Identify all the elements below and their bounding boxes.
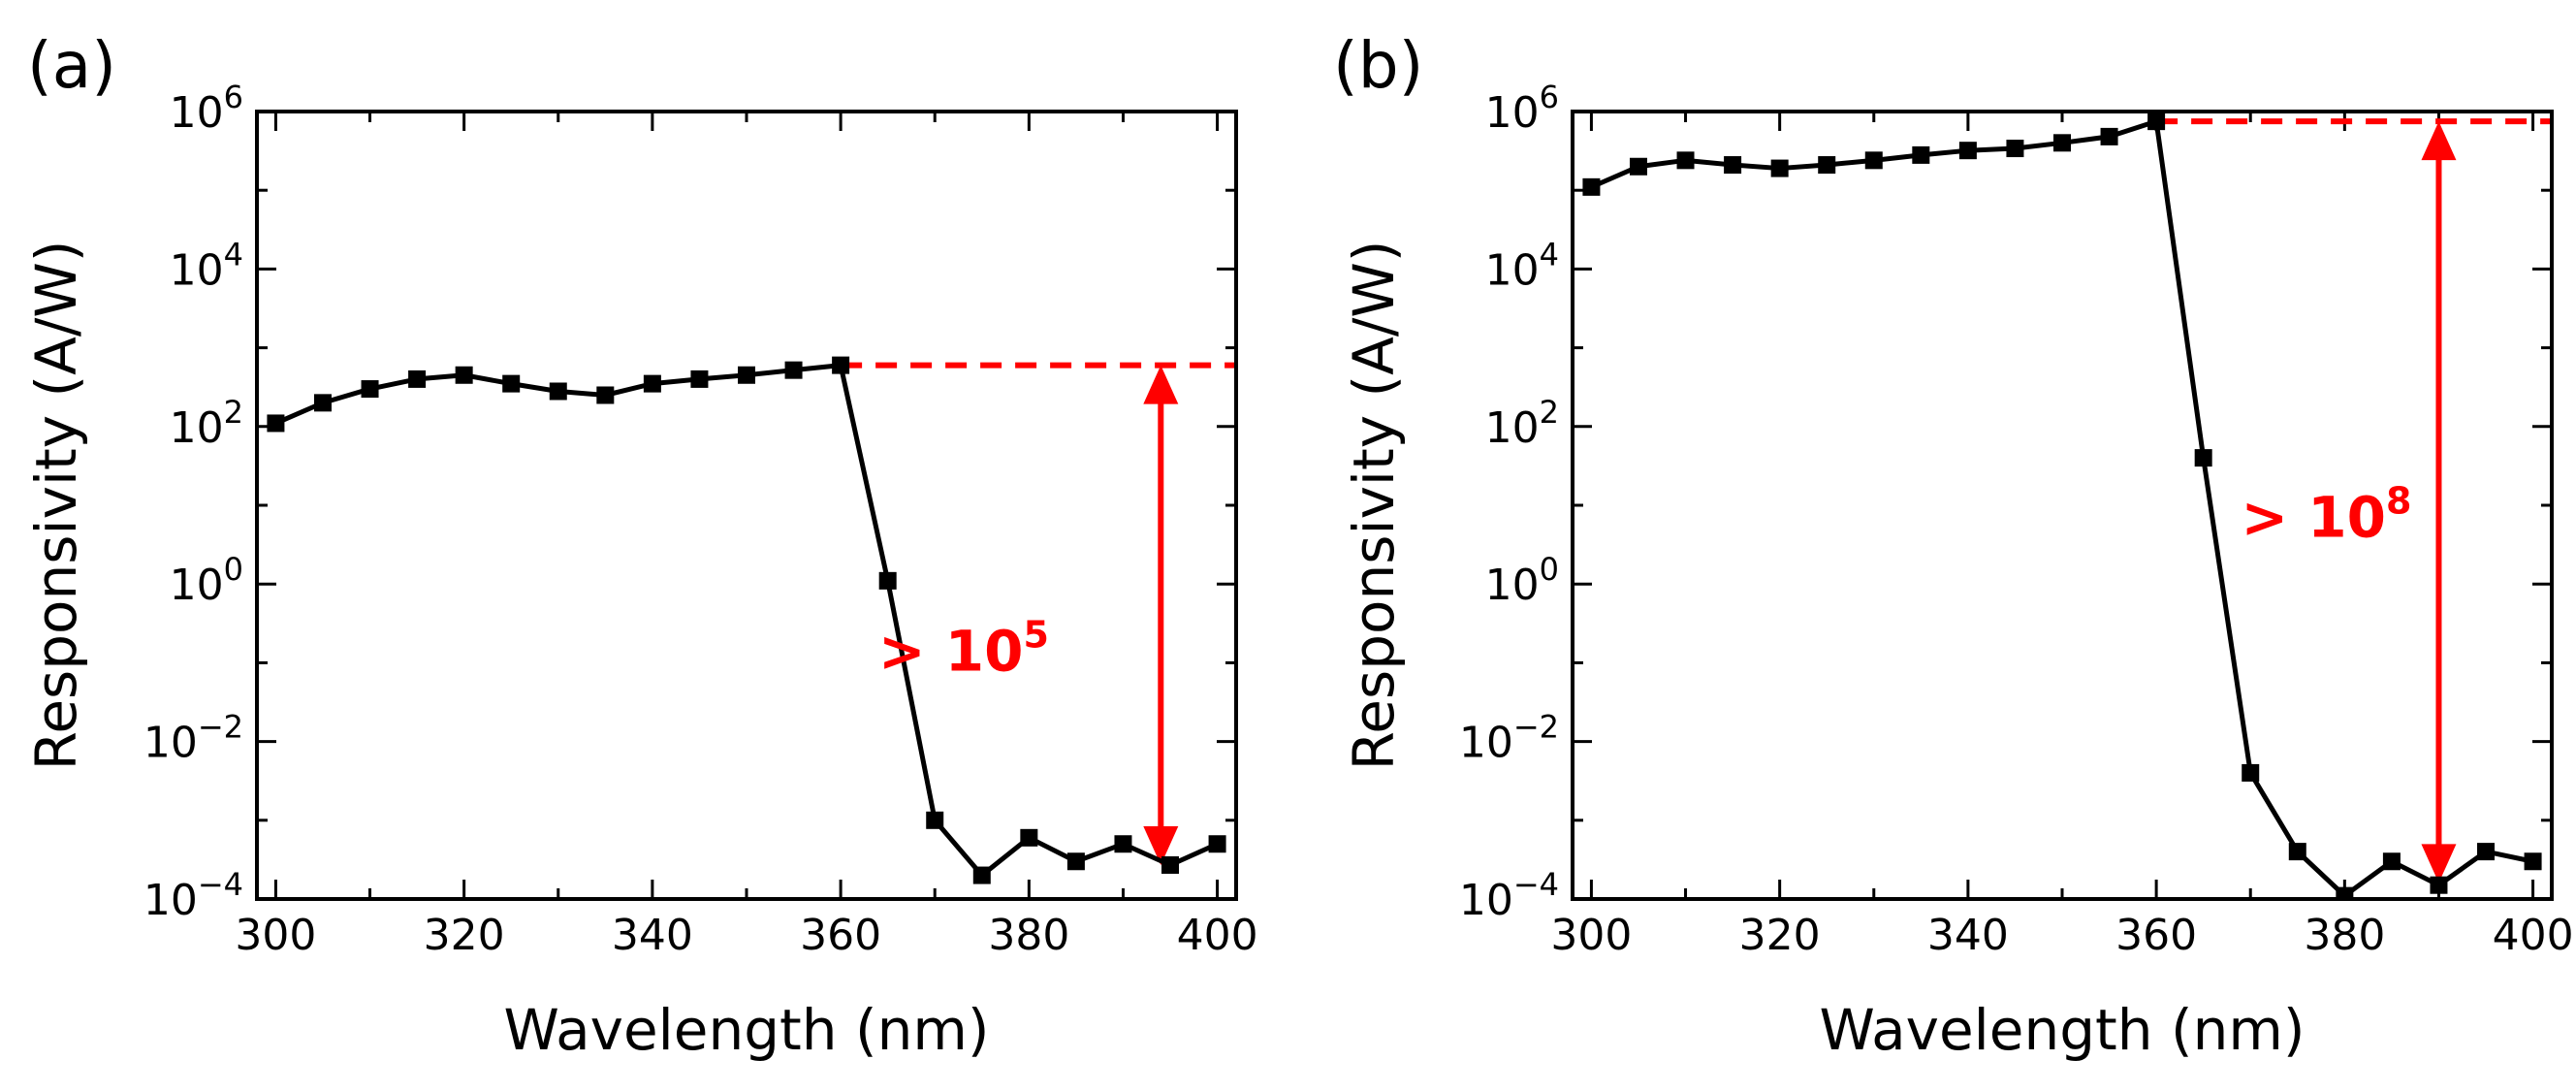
series-group — [1582, 112, 2542, 899]
data-point — [1864, 151, 1883, 170]
x-tick-label: 360 — [2115, 911, 2197, 960]
y-tick-label: 102 — [1485, 394, 1559, 453]
data-point — [1114, 835, 1132, 853]
x-tick-label: 380 — [988, 911, 1069, 960]
data-point — [972, 866, 991, 884]
data-point — [2242, 763, 2260, 782]
data-point — [2053, 134, 2071, 152]
y-tick-label: 10−4 — [1459, 866, 1559, 925]
arrow-head-down — [2421, 844, 2457, 883]
data-point — [1676, 151, 1695, 170]
y-tick-labels: 10−4 10−2 100 102 104 106 — [1459, 79, 1559, 925]
y-tick-label: 10−2 — [1459, 709, 1559, 768]
panel-label: (a) — [27, 28, 116, 103]
y-tick-label: 106 — [1485, 79, 1559, 138]
data-point — [1818, 156, 1836, 175]
annotation-text: > 108 — [2242, 479, 2412, 550]
data-point — [1161, 855, 1180, 874]
data-point — [690, 369, 709, 388]
y-tick-label: 104 — [1485, 236, 1559, 295]
data-point — [643, 374, 661, 393]
data-point — [738, 366, 755, 384]
data-point — [926, 811, 944, 829]
data-point — [1958, 142, 1977, 160]
data-point — [1208, 835, 1226, 853]
data-point — [2147, 112, 2166, 131]
x-tick-labels: 300 320 340 360 380 400 — [1550, 911, 2573, 960]
data-point — [1912, 145, 1930, 164]
data-point — [267, 414, 285, 433]
arrow-head-up — [1143, 365, 1179, 404]
data-point — [1629, 157, 1647, 176]
y-tick-label: 100 — [1485, 551, 1559, 610]
arrow-head-up — [2421, 121, 2457, 161]
data-point — [784, 361, 803, 379]
data-point — [2524, 852, 2542, 871]
data-point — [1020, 828, 1038, 847]
x-tick-label: 320 — [1739, 911, 1821, 960]
chart-panel-b: (b)300 320 340 360 380 40010−410−210010210410… — [1333, 28, 2574, 1063]
y-axis-title: Responsivity (A/W) — [23, 241, 89, 771]
series-line — [274, 363, 1219, 879]
y-tick-label: 10−2 — [143, 709, 243, 768]
data-point — [1770, 159, 1789, 177]
y-tick-label: 100 — [170, 551, 243, 610]
plot-frame — [255, 110, 1238, 901]
x-tick-labels: 300 320 340 360 380 400 — [235, 911, 1257, 960]
data-point — [502, 374, 521, 393]
data-point — [408, 369, 427, 388]
annotation-text: > 105 — [878, 613, 1049, 684]
data-point — [2382, 852, 2401, 871]
data-point — [596, 386, 615, 404]
x-tick-label: 300 — [235, 911, 316, 960]
x-axis-title: Wavelength (nm) — [503, 997, 989, 1063]
data-point — [361, 380, 379, 399]
x-tick-label: 340 — [612, 911, 693, 960]
panel-label: (b) — [1333, 28, 1423, 103]
data-point — [1724, 156, 1742, 175]
data-point — [2006, 140, 2024, 158]
y-tick-label: 102 — [170, 394, 243, 453]
data-point — [878, 571, 897, 590]
x-tick-label: 360 — [800, 911, 881, 960]
data-point — [2336, 886, 2354, 899]
y-tick-label: 106 — [170, 79, 243, 138]
series-group — [267, 356, 1226, 884]
data-point — [2430, 876, 2448, 894]
data-point — [2100, 127, 2118, 145]
y-tick-label: 104 — [170, 236, 243, 295]
y-axis-title: Responsivity (A/W) — [1341, 241, 1407, 771]
y-tick-labels: 10−4 10−2 100 102 104 106 — [143, 79, 243, 925]
data-point — [455, 366, 473, 384]
data-point — [1582, 177, 1601, 196]
y-tick-label: 10−4 — [143, 866, 243, 925]
data-point — [2477, 843, 2496, 861]
x-axis-title: Wavelength (nm) — [1819, 997, 2305, 1063]
data-point — [1066, 852, 1085, 871]
x-tick-label: 400 — [1177, 911, 1258, 960]
arrow-head-down — [1143, 825, 1179, 865]
x-tick-label: 320 — [424, 911, 505, 960]
data-point — [313, 394, 332, 412]
plot-frame — [1571, 110, 2554, 901]
x-tick-label: 300 — [1550, 911, 1632, 960]
x-tick-label: 340 — [1927, 911, 2009, 960]
x-tick-label: 380 — [2304, 911, 2385, 960]
chart-panel-a: (a)300 320 340 360 380 40010−410−210010210410… — [23, 28, 1258, 1063]
data-point — [2194, 449, 2212, 467]
x-tick-label: 400 — [2493, 911, 2574, 960]
data-point — [2288, 843, 2306, 861]
data-point — [832, 356, 850, 374]
data-point — [549, 382, 567, 401]
